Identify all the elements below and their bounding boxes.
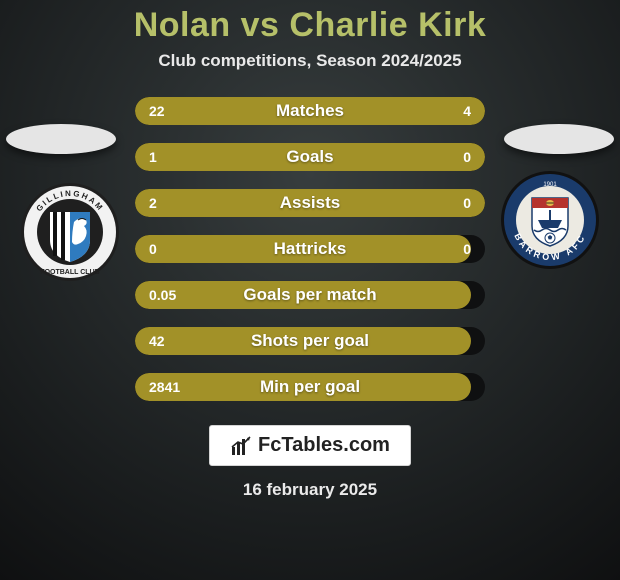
stat-row: Goals per match0.05	[135, 281, 485, 309]
stat-row: Goals10	[135, 143, 485, 171]
stat-row: Assists20	[135, 189, 485, 217]
subtitle: Club competitions, Season 2024/2025	[158, 51, 461, 71]
date: 16 february 2025	[243, 480, 377, 500]
stat-row: Hattricks00	[135, 235, 485, 263]
stats-rows: Matches224 Goals10 Assists20 Hattricks00 Goa…	[0, 97, 620, 401]
fctables-icon	[230, 435, 252, 457]
stat-row: Min per goal2841	[135, 373, 485, 401]
brand-badge: FcTables.com	[209, 425, 411, 466]
brand-text: FcTables.com	[258, 434, 390, 457]
stat-row: Shots per goal42	[135, 327, 485, 355]
stat-row: Matches224	[135, 97, 485, 125]
page-title: Nolan vs Charlie Kirk	[134, 6, 487, 45]
